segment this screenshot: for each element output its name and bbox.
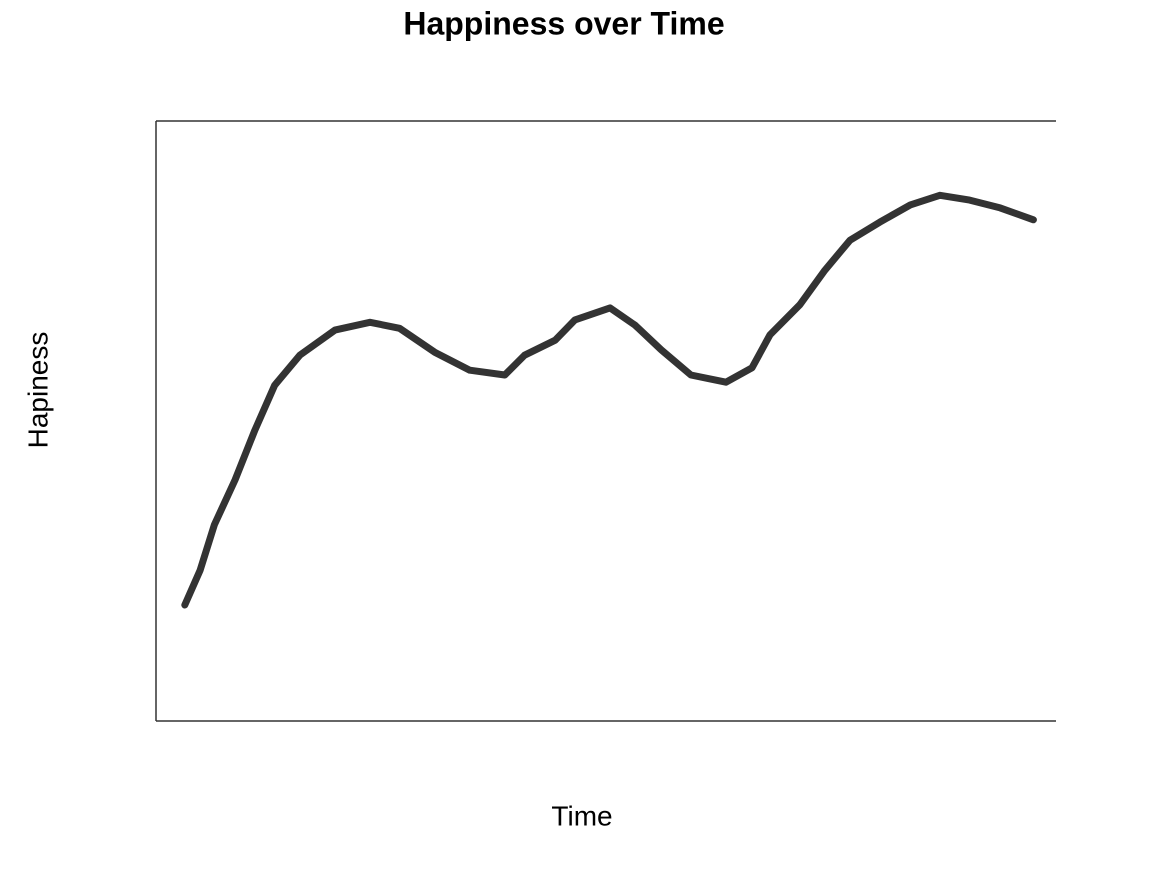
line (181, 191, 1037, 609)
x-axis-label: Time (551, 800, 612, 831)
y-axis-label: Hapiness (22, 332, 53, 449)
chart-title: Happiness over Time (403, 5, 724, 41)
plot-frame (155, 120, 1056, 722)
